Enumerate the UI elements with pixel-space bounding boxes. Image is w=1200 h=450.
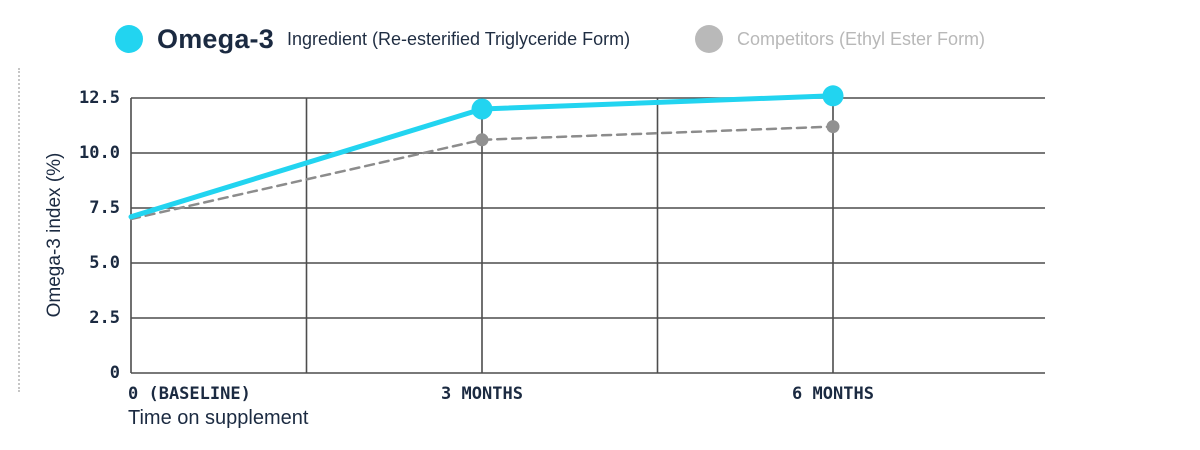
legend-item-competitors: Competitors (Ethyl Ester Form) <box>695 25 985 53</box>
x-tick-label: 3 MONTHS <box>441 384 523 404</box>
y-tick-label: 12.5 <box>79 88 120 108</box>
data-point-marker <box>826 120 840 134</box>
legend-subtitle-omega3: Ingredient (Re-esterified Triglyceride F… <box>286 28 631 49</box>
y-tick-label: 5.0 <box>89 253 120 273</box>
legend-title-omega3: Omega-3 <box>157 23 274 54</box>
legend-label-competitors: Competitors (Ethyl Ester Form) <box>737 28 986 49</box>
x-tick-label: 6 MONTHS <box>792 384 874 404</box>
y-tick-label: 7.5 <box>89 198 120 218</box>
y-tick-label: 2.5 <box>89 308 120 328</box>
data-point-marker <box>822 85 844 107</box>
y-tick-label: 0 <box>109 363 120 383</box>
decorative-dotted-rule <box>18 68 20 392</box>
x-axis-title: Time on supplement <box>128 407 309 429</box>
legend-dot-omega3-icon <box>115 25 143 53</box>
x-tick-label: 0 (BASELINE) <box>128 384 251 404</box>
y-tick-label: 10.0 <box>79 143 120 163</box>
data-point-marker <box>475 133 489 147</box>
y-axis-title: Omega-3 index (%) <box>44 152 65 318</box>
data-point-marker <box>471 98 493 120</box>
legend-dot-competitors-icon <box>695 25 723 53</box>
legend-item-omega3: Omega-3 Ingredient (Re-esterified Trigly… <box>115 23 631 54</box>
